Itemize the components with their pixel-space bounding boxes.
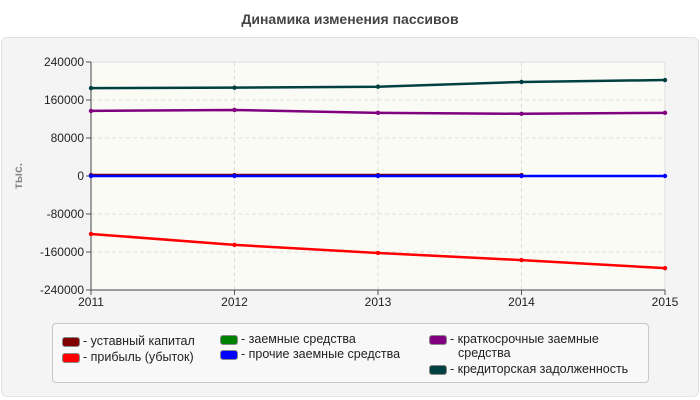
- y-tick-label: 160000: [44, 93, 84, 107]
- legend-swatch: [220, 335, 238, 345]
- legend-label: - кредиторская задолженность: [450, 362, 629, 376]
- legend-swatch: [62, 337, 80, 347]
- legend-item-kreditorskaya[interactable]: - кредиторская задолженность: [429, 362, 628, 376]
- legend: - уставный капитал - прибыль (убыток) - …: [52, 323, 649, 383]
- legend-swatch: [429, 365, 447, 375]
- legend-item-pribyl[interactable]: - прибыль (убыток): [62, 350, 194, 364]
- x-tick-label: 2012: [221, 295, 248, 309]
- data-point: [662, 77, 668, 83]
- legend-item-ustavny-kapital[interactable]: - уставный капитал: [62, 334, 195, 348]
- legend-item-prochie[interactable]: - прочие заемные средства: [220, 347, 400, 361]
- data-point: [662, 173, 668, 179]
- y-axis-label: тыс.: [11, 163, 25, 189]
- legend-item-kratkosrochnye[interactable]: - краткосрочные заемные средства: [429, 332, 599, 360]
- y-tick-label: -240000: [40, 283, 84, 297]
- x-tick-label: 2013: [365, 295, 392, 309]
- x-tick-label: 2011: [78, 295, 104, 309]
- data-point: [88, 85, 94, 91]
- data-point: [232, 107, 237, 113]
- legend-label: - краткосрочные заемные средства: [450, 332, 599, 360]
- data-point: [88, 231, 94, 237]
- data-point: [375, 250, 381, 256]
- data-point: [232, 173, 237, 179]
- data-point: [519, 79, 524, 85]
- legend-swatch: [220, 350, 238, 360]
- y-tick-label: -160000: [40, 245, 84, 259]
- x-tick-label: 2014: [508, 295, 535, 309]
- legend-swatch: [429, 335, 447, 345]
- data-point: [232, 242, 237, 248]
- legend-item-zaemnye[interactable]: - заемные средства: [220, 332, 356, 346]
- y-tick-label: 240000: [44, 55, 84, 69]
- legend-label: - заемные средства: [241, 332, 356, 346]
- legend-swatch: [62, 353, 80, 363]
- data-point: [662, 265, 668, 271]
- data-point: [232, 85, 237, 90]
- y-tick-label: 80000: [51, 131, 85, 145]
- data-point: [519, 173, 524, 179]
- y-tick-label: -80000: [47, 207, 85, 221]
- data-point: [662, 110, 668, 116]
- data-point: [88, 173, 94, 179]
- data-point: [519, 111, 524, 116]
- data-point: [519, 257, 524, 263]
- data-point: [375, 84, 381, 89]
- data-point: [88, 108, 94, 114]
- y-tick-label: 0: [77, 169, 84, 183]
- data-point: [375, 173, 381, 179]
- x-tick-label: 2015: [652, 295, 679, 309]
- data-point: [375, 110, 381, 116]
- legend-label: - прочие заемные средства: [241, 347, 401, 361]
- legend-label: - прибыль (убыток): [83, 350, 194, 364]
- chart-plot: 240000160000800000-80000-160000-24000020…: [11, 55, 679, 309]
- chart-title: Динамика изменения пассивов: [241, 11, 459, 27]
- legend-label: - уставный капитал: [83, 334, 195, 348]
